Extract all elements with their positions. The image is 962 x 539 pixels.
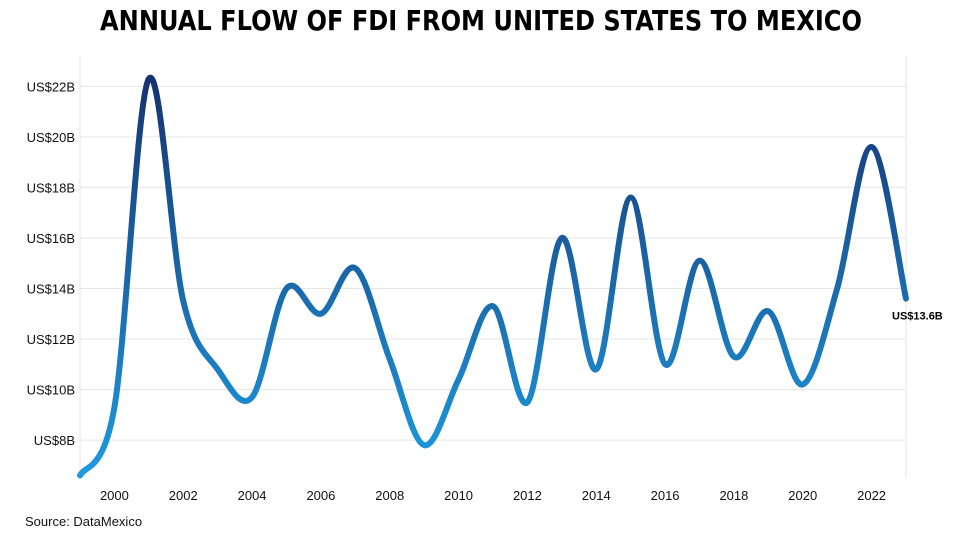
data-point-2012 xyxy=(524,399,530,405)
x-tick-label: 2000 xyxy=(100,488,129,503)
data-point-2006 xyxy=(318,311,324,317)
x-axis-ticks: 2000 2002 2004 2006 2008 2010 2012 2014 2016 2018… xyxy=(100,488,886,503)
data-point-2003 xyxy=(215,366,221,372)
data-point-2000 xyxy=(111,404,117,410)
y-tick-label: US$8B xyxy=(34,433,75,448)
y-tick-label: US$16B xyxy=(27,231,75,246)
y-tick-label: US$22B xyxy=(27,79,75,94)
data-point-2002 xyxy=(180,298,186,304)
data-point-1999 xyxy=(77,472,83,478)
data-point-2019 xyxy=(765,308,771,314)
x-tick-label: 2008 xyxy=(375,488,404,503)
data-point-2013 xyxy=(559,235,565,241)
data-point-2021 xyxy=(834,285,840,291)
data-point-2011 xyxy=(490,303,496,309)
data-point-2022 xyxy=(869,144,875,150)
x-tick-label: 2022 xyxy=(857,488,886,503)
chart-title: ANNUAL FLOW OF FDI FROM UNITED STATES TO… xyxy=(100,4,862,37)
data-point-2023 xyxy=(903,296,909,302)
x-tick-label: 2016 xyxy=(651,488,680,503)
data-point-2001 xyxy=(146,76,152,82)
gridlines xyxy=(79,56,907,478)
y-tick-label: US$20B xyxy=(27,130,75,145)
source-note: Source: DataMexico xyxy=(25,514,143,529)
y-axis-ticks: US$8B US$10B US$12B US$14B US$16B US$18B US$20… xyxy=(27,79,75,448)
y-tick-label: US$14B xyxy=(27,281,75,296)
x-tick-label: 2012 xyxy=(513,488,542,503)
data-point-2018 xyxy=(731,354,737,360)
data-point-2005 xyxy=(284,285,290,291)
data-point-2017 xyxy=(697,258,703,264)
y-tick-label: US$10B xyxy=(27,383,75,398)
x-tick-label: 2014 xyxy=(582,488,611,503)
y-tick-label: US$12B xyxy=(27,332,75,347)
end-value-label: US$13.6B xyxy=(892,311,943,323)
data-point-2020 xyxy=(800,382,806,388)
data-point-2010 xyxy=(456,376,462,382)
data-point-2008 xyxy=(387,356,393,362)
data-point-2004 xyxy=(249,394,255,400)
data-point-2009 xyxy=(421,442,427,448)
data-point-2016 xyxy=(662,361,668,367)
data-point-2007 xyxy=(352,265,358,271)
y-tick-label: US$18B xyxy=(27,180,75,195)
x-tick-label: 2020 xyxy=(788,488,817,503)
data-point-2015 xyxy=(628,195,634,201)
x-tick-label: 2010 xyxy=(444,488,473,503)
x-tick-label: 2004 xyxy=(238,488,267,503)
fdi-series-line xyxy=(77,74,909,479)
x-tick-label: 2002 xyxy=(169,488,198,503)
x-tick-label: 2018 xyxy=(719,488,748,503)
data-point-2014 xyxy=(593,366,599,372)
x-tick-label: 2006 xyxy=(306,488,335,503)
